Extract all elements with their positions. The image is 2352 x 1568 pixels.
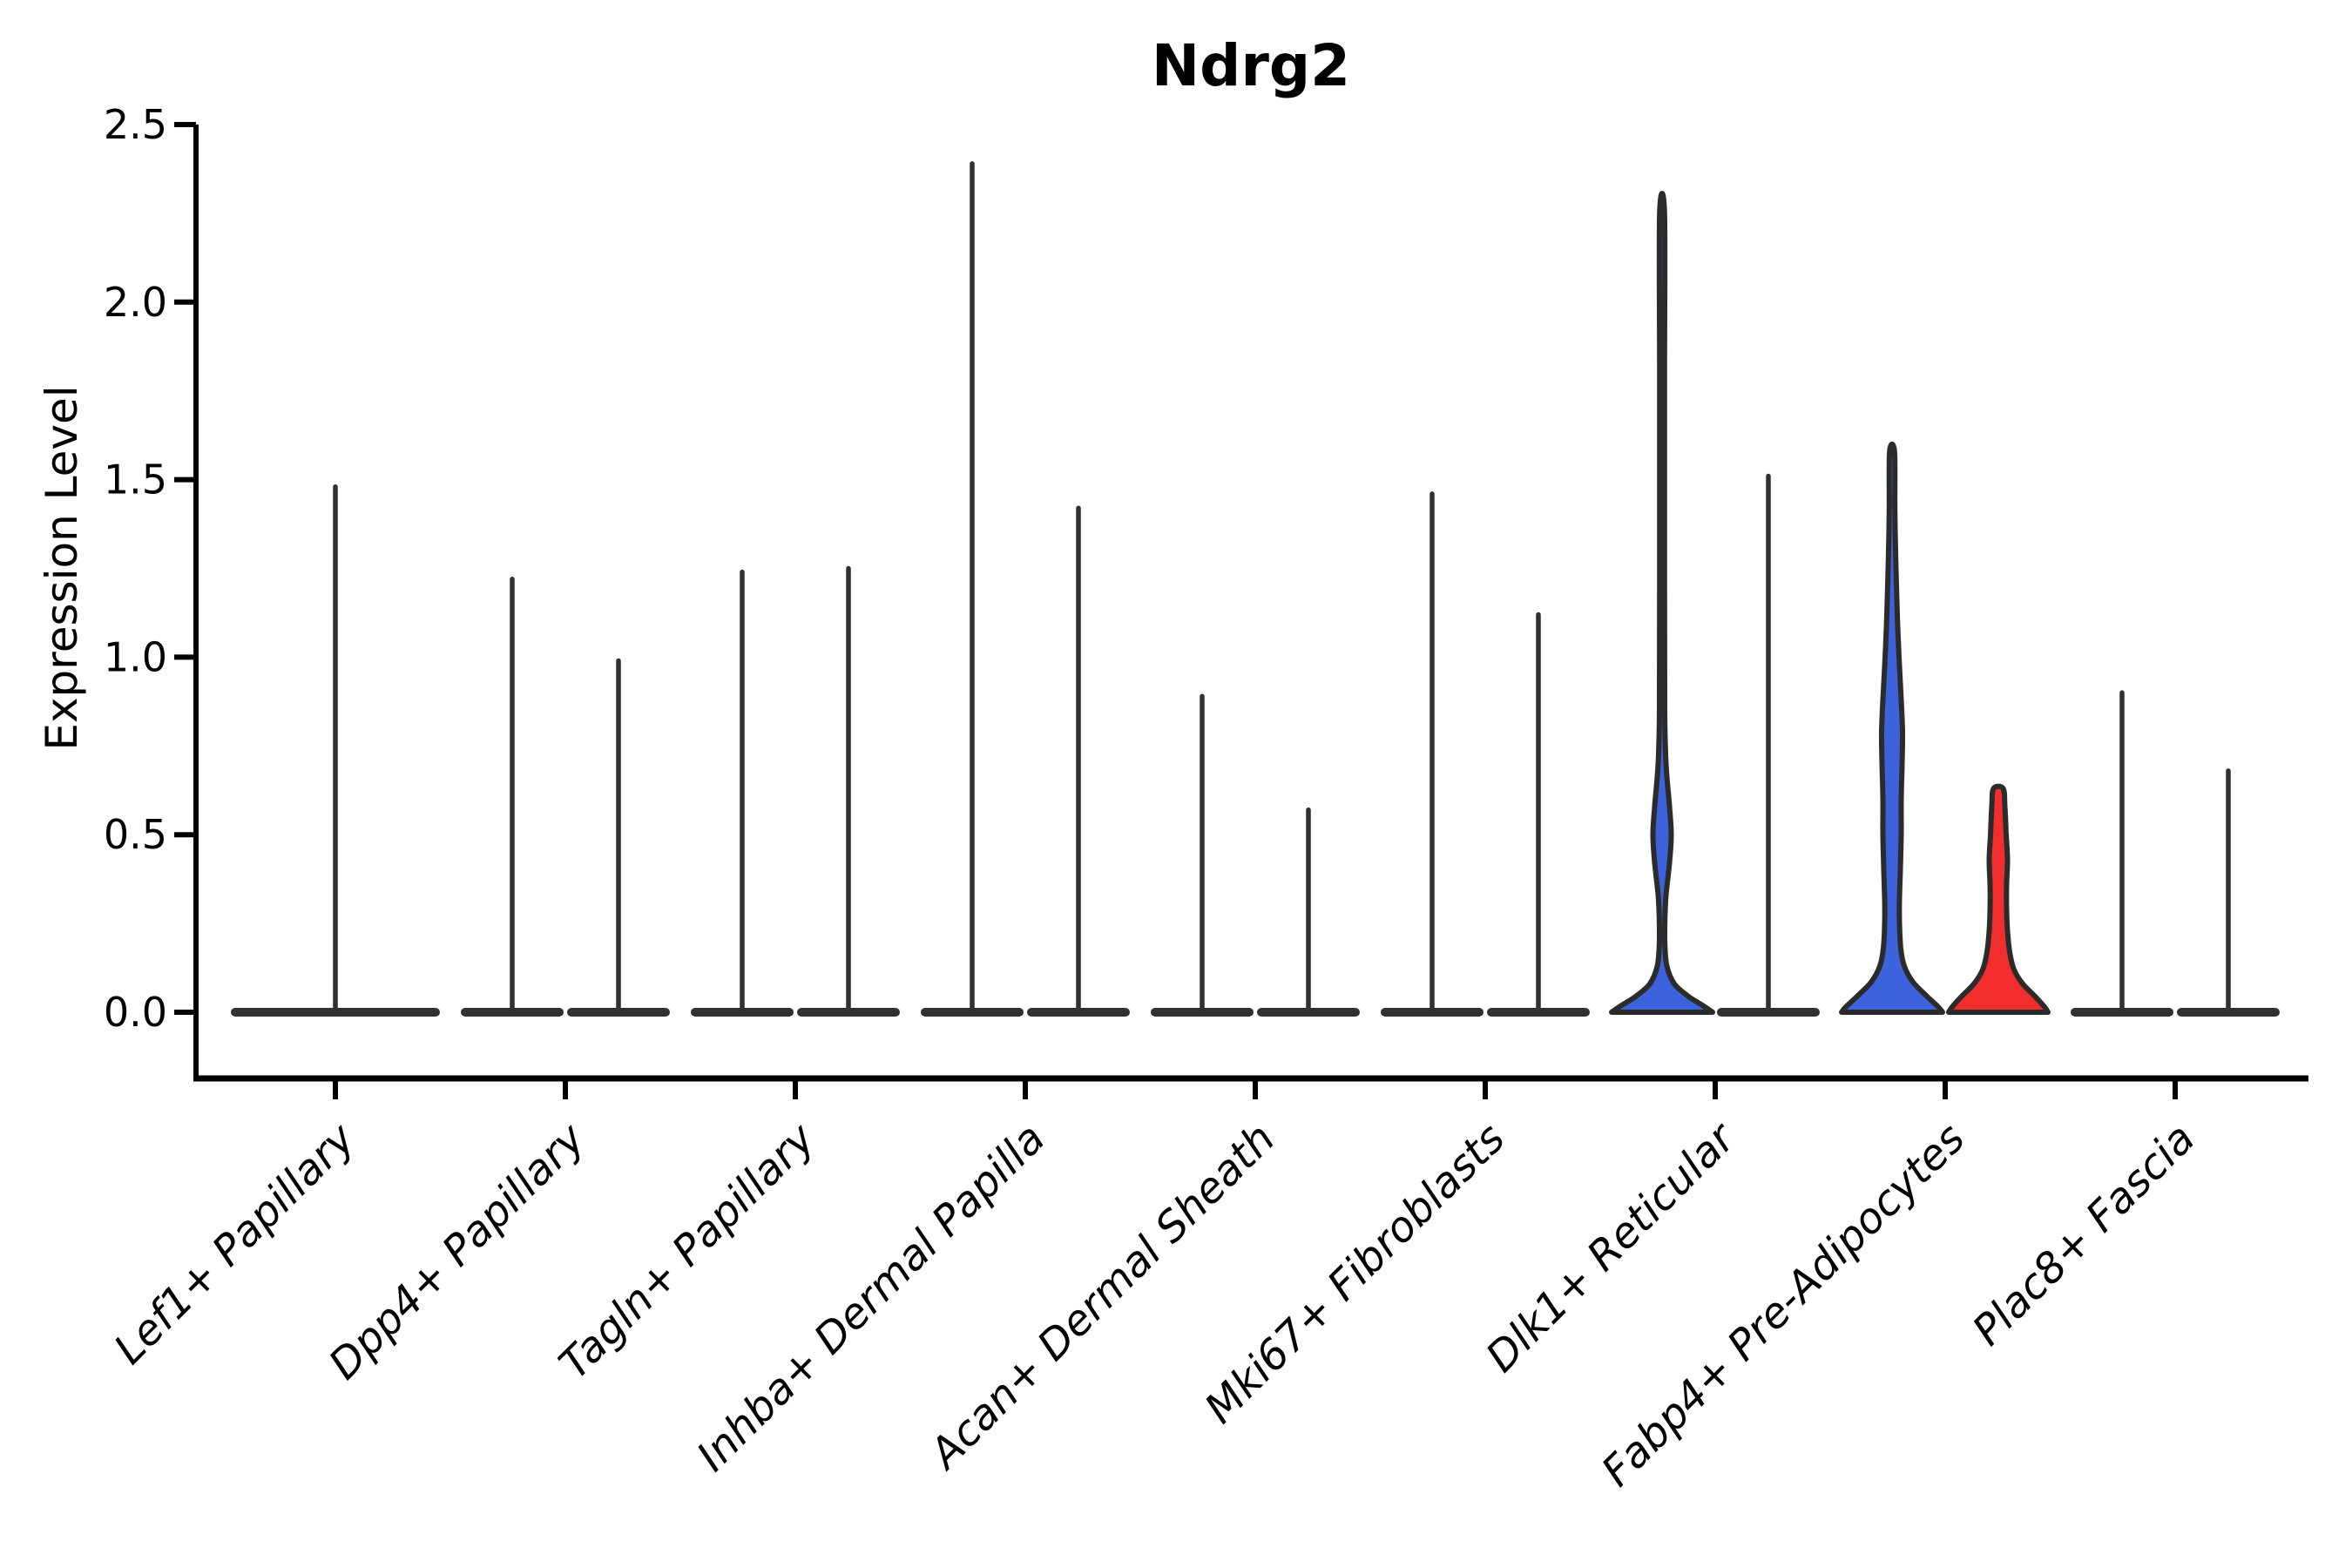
axes [174,122,2308,1099]
violin-base [1717,1008,1820,1017]
violin-base [1027,1008,1130,1017]
violin-base [797,1008,900,1017]
violin-base [1257,1008,1360,1017]
violin-base [1151,1008,1254,1017]
x-tick-label: Fabp4+ Pre-Adipocytes [1592,1114,1975,1497]
x-tick-label: Tagln+ Papillary [550,1113,825,1389]
x-tick-label: Dlk1+ Reticular [1477,1112,1747,1382]
y-tick-label: 2.5 [104,101,167,148]
violin-base [2177,1008,2280,1017]
y-tick-label: 1.5 [104,456,167,504]
violin-base [461,1008,564,1017]
violin-base [1487,1008,1590,1017]
chart-title: Ndrg2 [1152,32,1350,99]
y-tick-label: 0.0 [104,989,167,1036]
violin-shaped [1946,783,2051,1015]
violin-shaped [1609,191,1715,1015]
x-tick-label: Lef1+ Papillary [105,1113,365,1374]
y-tick-label: 1.0 [104,633,167,680]
y-tick-label: 2.0 [104,279,167,326]
y-axis-label: Expression Level [37,385,87,750]
violin-base [691,1008,794,1017]
violin-shaped [1839,441,1945,1015]
violin-base [2071,1008,2173,1017]
violin-bases [231,1008,2280,1017]
violin-base [231,1008,440,1017]
x-tick-label: Plac8+ Fascia [1963,1114,2205,1355]
y-tick-label: 0.5 [104,811,167,858]
violin-base [921,1008,1024,1017]
violins [333,161,2231,1015]
violin-base [567,1008,670,1017]
x-tick-label: Dpp4+ Papillary [320,1113,595,1389]
violin-base [1381,1008,1484,1017]
